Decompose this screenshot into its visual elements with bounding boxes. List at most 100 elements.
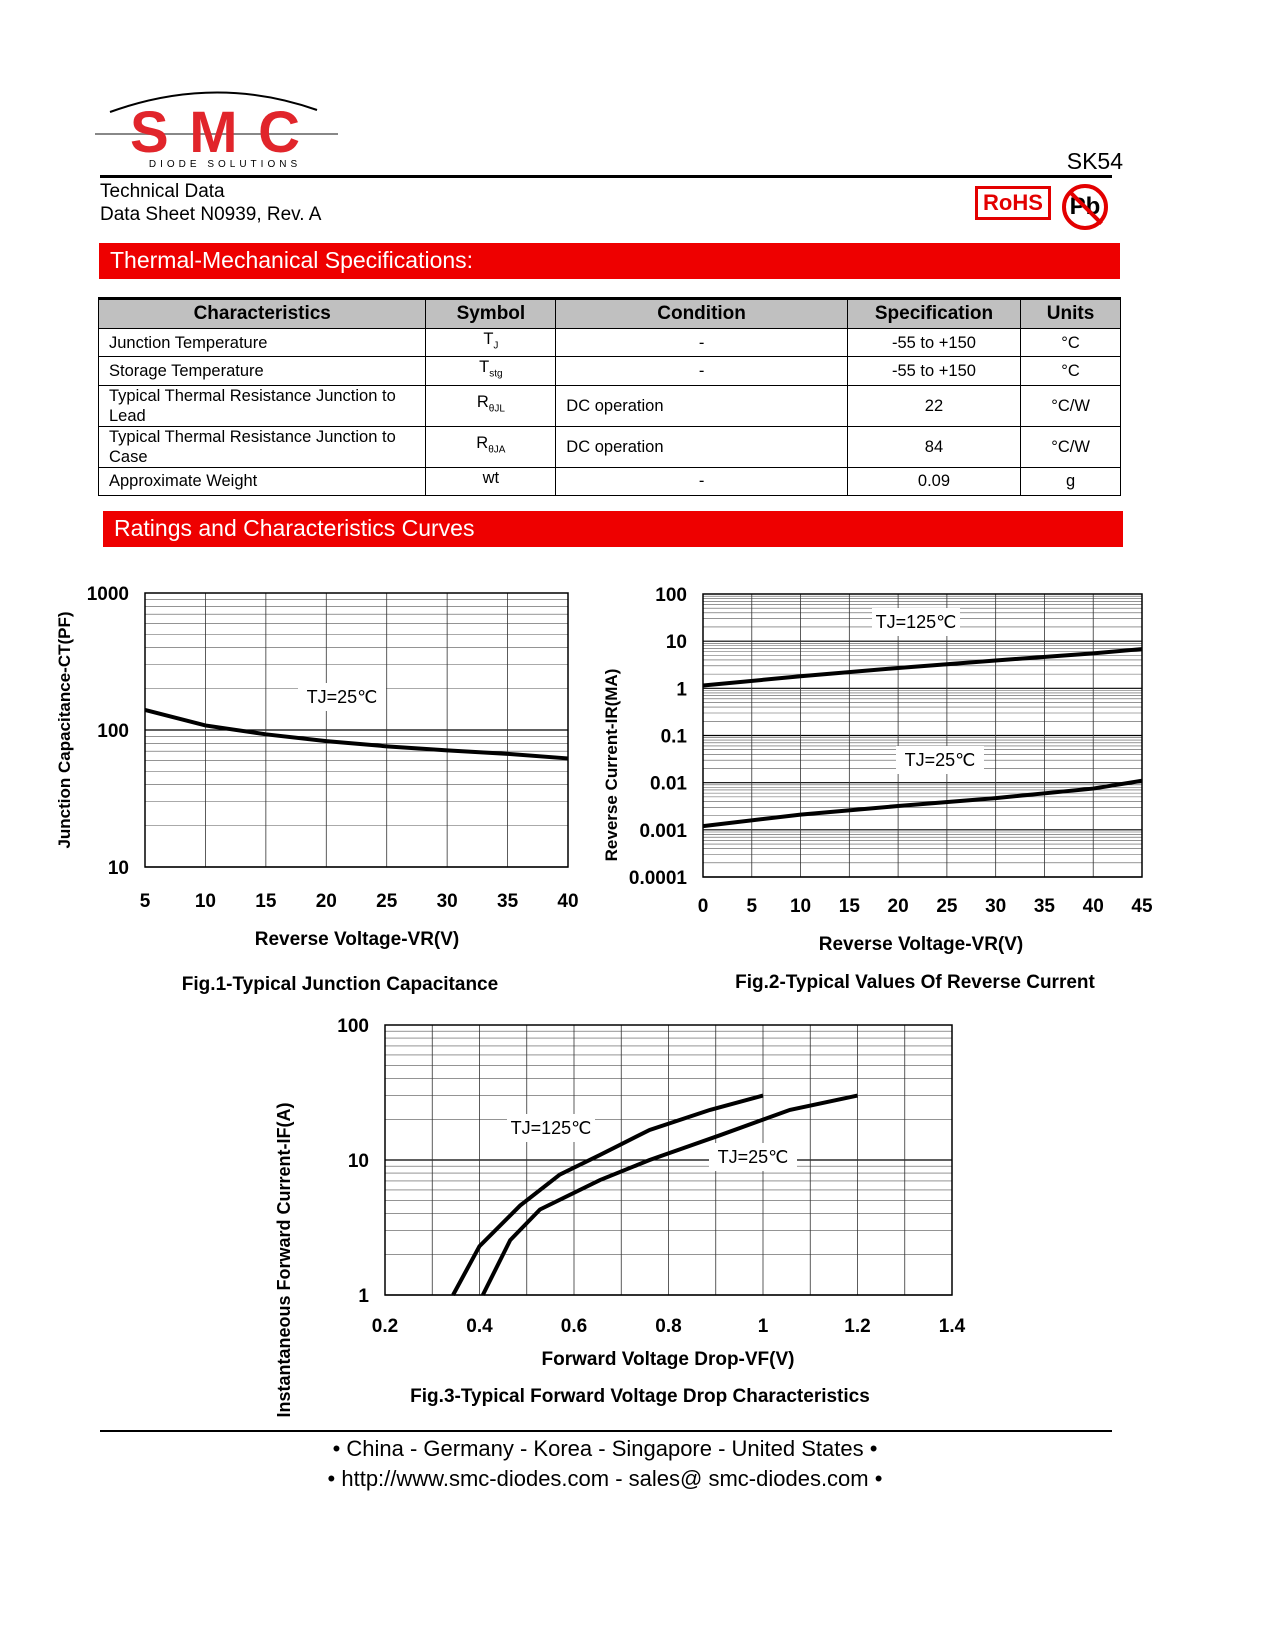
plot-frame <box>144 592 569 868</box>
characteristic: Junction Temperature <box>97 327 427 358</box>
units: °C <box>1020 327 1121 358</box>
specification: 22 <box>846 384 1022 427</box>
x-tick-label: 20 <box>316 891 337 912</box>
condition: DC operation <box>555 425 848 468</box>
svg-text:SMC: SMC <box>130 100 300 165</box>
y-tick-label: 10 <box>108 858 129 879</box>
specification: -55 to +150 <box>846 356 1022 386</box>
units: °C <box>1020 356 1121 386</box>
svg-text:DIODE SOLUTIONS: DIODE SOLUTIONS <box>149 159 301 170</box>
y-axis-label: Instantaneous Forward Current-IF(A) <box>274 1102 294 1417</box>
symbol-sub: θJL <box>488 403 505 415</box>
figure-caption: Fig.2-Typical Values Of Reverse Current <box>735 972 1095 993</box>
rohs-badge: RoHS <box>975 186 1051 220</box>
y-axis-label: Junction Capacitance-CT(PF) <box>55 611 74 848</box>
x-axis-label: Reverse Voltage-VR(V) <box>819 934 1024 955</box>
smc-logo: SMC DIODE SOLUTIONS <box>95 91 338 170</box>
x-tick-label: 20 <box>888 896 909 917</box>
figure-caption: Fig.1-Typical Junction Capacitance <box>182 974 498 995</box>
series-line-0 <box>702 647 1143 688</box>
y-tick-label: 1000 <box>87 584 129 605</box>
series-label: TJ=125℃ <box>511 1118 592 1138</box>
characteristic: Typical Thermal Resistance Junction to L… <box>97 384 427 427</box>
column-header: Units <box>1020 297 1121 329</box>
y-tick-label: 100 <box>97 721 129 742</box>
units: °C/W <box>1020 425 1121 468</box>
figure-caption: Fig.3-Typical Forward Voltage Drop Chara… <box>410 1386 870 1407</box>
y-tick-label: 100 <box>337 1016 369 1037</box>
y-tick-label: 1 <box>676 679 687 700</box>
x-axis-label: Reverse Voltage-VR(V) <box>255 929 460 950</box>
y-tick-label: 0.001 <box>639 821 687 842</box>
series-label-bg <box>896 746 984 774</box>
y-tick-label: 100 <box>655 585 687 606</box>
x-tick-label: 0.2 <box>372 1316 398 1337</box>
x-tick-label: 40 <box>1083 896 1104 917</box>
footer-divider <box>100 1430 1112 1432</box>
units: g <box>1020 466 1121 496</box>
x-tick-label: 10 <box>790 896 811 917</box>
symbol-sub: J <box>493 340 499 352</box>
specification: 0.09 <box>846 466 1022 496</box>
x-tick-label: 40 <box>557 891 578 912</box>
section-title-curves: Ratings and Characteristics Curves <box>103 511 1123 547</box>
x-tick-label: 10 <box>195 891 216 912</box>
x-tick-label: 5 <box>746 896 757 917</box>
doc-type: Technical Data <box>100 181 225 202</box>
y-tick-label: 10 <box>348 1151 369 1172</box>
series-label: TJ=25℃ <box>905 750 976 770</box>
table-row: Junction Temperature TJ - -55 to +150 °C <box>97 327 1121 358</box>
series-label: TJ=25℃ <box>307 687 378 707</box>
series-label: TJ=25℃ <box>718 1147 789 1167</box>
x-tick-label: 1.2 <box>844 1316 870 1337</box>
doc-id: Data Sheet N0939, Rev. A <box>100 204 322 225</box>
symbol: wt <box>425 466 557 496</box>
part-number: SK54 <box>1066 148 1123 174</box>
series-label-bg <box>298 683 386 711</box>
header-divider <box>100 175 1112 178</box>
symbol: RθJL <box>425 384 557 427</box>
symbol-main: R <box>476 392 489 411</box>
y-tick-label: 0.0001 <box>629 868 688 889</box>
x-tick-label: 1 <box>758 1316 769 1337</box>
series-line-0 <box>144 708 569 761</box>
condition: - <box>555 327 848 358</box>
x-tick-label: 0.6 <box>561 1316 587 1337</box>
footer-contact: • http://www.smc-diodes.com - sales@ smc… <box>327 1466 883 1491</box>
y-tick-label: 10 <box>666 632 687 653</box>
pb-free-icon: Pb <box>1062 184 1108 230</box>
condition: - <box>555 466 848 496</box>
table-row: Approximate Weight wt - 0.09 g <box>97 466 1121 496</box>
symbol-sub: stg <box>489 368 503 380</box>
column-header: Characteristics <box>97 297 427 329</box>
section-title-thermal: Thermal-Mechanical Specifications: <box>99 243 1120 279</box>
series-label-bg <box>709 1143 797 1171</box>
x-tick-label: 15 <box>255 891 277 912</box>
y-tick-label: 1 <box>358 1286 369 1307</box>
x-axis-label: Forward Voltage Drop-VF(V) <box>542 1349 795 1370</box>
symbol: RθJA <box>425 425 557 468</box>
series-label-bg <box>507 1114 595 1142</box>
characteristic: Approximate Weight <box>97 466 427 496</box>
column-header: Symbol <box>425 297 557 329</box>
x-tick-label: 5 <box>140 891 151 912</box>
x-tick-label: 35 <box>497 891 519 912</box>
characteristic: Typical Thermal Resistance Junction to C… <box>97 425 427 468</box>
thermal-spec-table: Characteristics Symbol Condition Specificat… <box>97 297 1121 496</box>
x-tick-label: 30 <box>437 891 458 912</box>
x-tick-label: 35 <box>1034 896 1056 917</box>
specification: -55 to +150 <box>846 327 1022 358</box>
column-header: Specification <box>846 297 1022 329</box>
table-row: Storage Temperature Tstg - -55 to +150 °… <box>97 356 1121 386</box>
symbol: TJ <box>425 327 557 358</box>
units: °C/W <box>1020 384 1121 427</box>
condition: DC operation <box>555 384 848 427</box>
table-row: Typical Thermal Resistance Junction to C… <box>97 425 1121 468</box>
x-tick-label: 30 <box>985 896 1006 917</box>
x-tick-label: 0.4 <box>466 1316 493 1337</box>
footer-locations: • China - Germany - Korea - Singapore - … <box>332 1436 878 1461</box>
symbol-main: R <box>476 433 489 452</box>
condition: - <box>555 356 848 386</box>
